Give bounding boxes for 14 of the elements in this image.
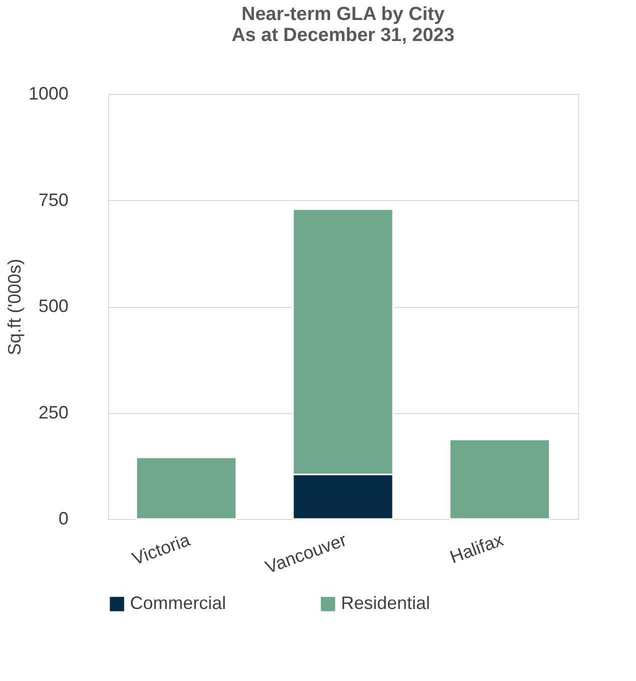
bar	[448, 438, 550, 520]
x-tick-label: Victoria	[130, 529, 194, 569]
y-tick-label: 750	[38, 190, 68, 210]
y-axis-title: Sq.ft ('000s)	[4, 258, 24, 356]
bar	[136, 456, 238, 520]
legend-label: Commercial	[130, 593, 226, 614]
y-tick-label: 500	[38, 296, 68, 316]
y-tick-label: 1000	[28, 84, 68, 104]
text: Near-term GLA by City	[241, 4, 445, 25]
y-tick-label: 0	[58, 508, 68, 528]
text: As at December 31, 2023	[232, 25, 454, 46]
legend-label: Residential	[341, 593, 430, 614]
y-tick-label: 250	[38, 402, 68, 422]
x-tick-label: Halifax	[447, 530, 506, 568]
